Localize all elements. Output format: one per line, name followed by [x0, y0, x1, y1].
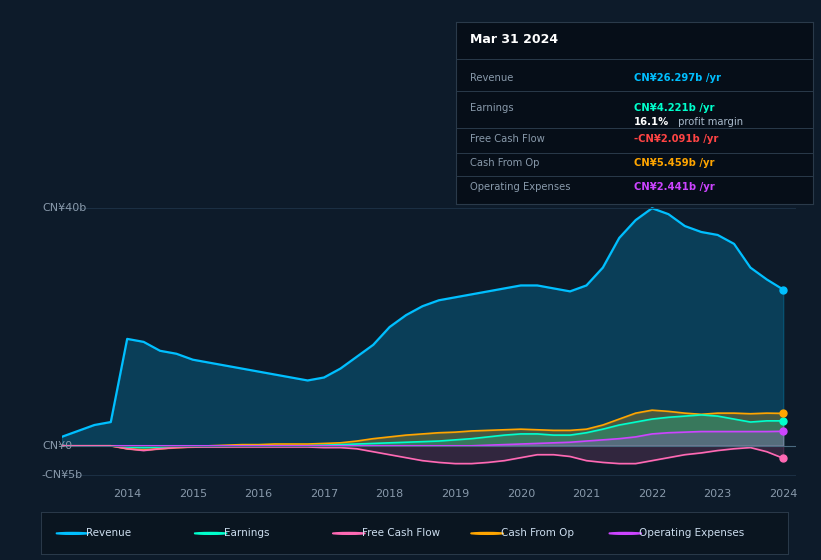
Text: CN¥5.459b /yr: CN¥5.459b /yr [635, 158, 715, 169]
Circle shape [195, 533, 227, 534]
Text: 16.1%: 16.1% [635, 116, 669, 127]
Text: Revenue: Revenue [86, 529, 131, 538]
Text: Cash From Op: Cash From Op [501, 529, 574, 538]
Circle shape [333, 533, 365, 534]
Text: Mar 31 2024: Mar 31 2024 [470, 33, 558, 46]
Text: CN¥4.221b /yr: CN¥4.221b /yr [635, 103, 715, 113]
Text: profit margin: profit margin [676, 116, 744, 127]
Text: Operating Expenses: Operating Expenses [470, 182, 571, 192]
Text: CN¥2.441b /yr: CN¥2.441b /yr [635, 182, 715, 192]
Text: Cash From Op: Cash From Op [470, 158, 539, 169]
Text: Earnings: Earnings [470, 103, 514, 113]
Text: Earnings: Earnings [224, 529, 269, 538]
Text: Free Cash Flow: Free Cash Flow [362, 529, 440, 538]
Circle shape [609, 533, 642, 534]
Circle shape [56, 533, 89, 534]
Text: CN¥0: CN¥0 [42, 441, 72, 451]
Text: Operating Expenses: Operating Expenses [639, 529, 744, 538]
Text: CN¥26.297b /yr: CN¥26.297b /yr [635, 73, 721, 83]
Text: -CN¥5b: -CN¥5b [42, 470, 83, 480]
Text: Revenue: Revenue [470, 73, 513, 83]
Text: CN¥40b: CN¥40b [42, 203, 86, 213]
Text: Free Cash Flow: Free Cash Flow [470, 134, 544, 144]
Circle shape [470, 533, 503, 534]
Text: -CN¥2.091b /yr: -CN¥2.091b /yr [635, 134, 718, 144]
